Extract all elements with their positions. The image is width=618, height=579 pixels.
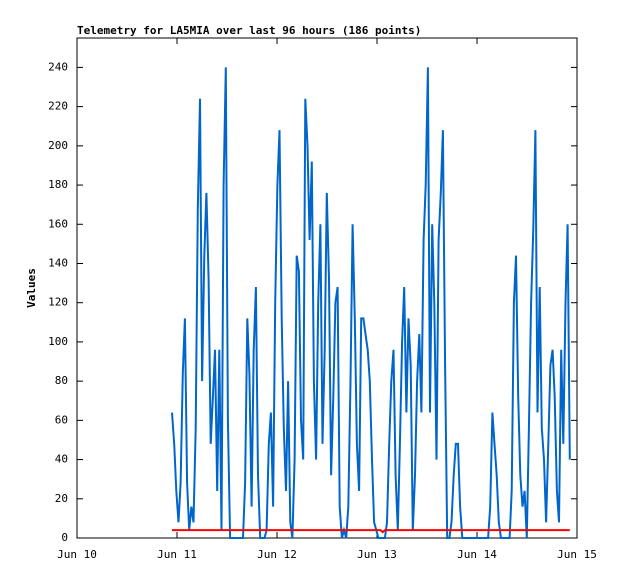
x-tick-label: Jun 10 — [57, 548, 97, 561]
x-tick-label: Jun 14 — [457, 548, 497, 561]
y-tick-label: 80 — [55, 374, 68, 387]
y-tick-label: 60 — [55, 413, 68, 426]
y-tick-label: 20 — [55, 492, 68, 505]
chart-title: Telemetry for LA5MIA over last 96 hours … — [77, 24, 421, 37]
y-tick-label: 240 — [48, 60, 68, 73]
y-tick-label: 180 — [48, 178, 68, 191]
y-tick-label: 100 — [48, 335, 68, 348]
x-tick-label: Jun 13 — [357, 548, 397, 561]
y-tick-label: 160 — [48, 217, 68, 230]
plot-frame — [76, 37, 578, 539]
data-line — [171, 67, 571, 539]
y-tick-label: 40 — [55, 453, 68, 466]
y-tick-label: 120 — [48, 296, 68, 309]
y-tick-label: 200 — [48, 139, 68, 152]
x-tick-label: Jun 11 — [157, 548, 197, 561]
x-tick-label: Jun 12 — [257, 548, 297, 561]
y-axis-label: Values — [25, 268, 38, 308]
y-tick-label: 220 — [48, 100, 68, 113]
data-line — [172, 529, 570, 534]
y-tick-label: 0 — [61, 531, 68, 544]
y-tick-label: 140 — [48, 256, 68, 269]
x-tick-label: Jun 15 — [557, 548, 597, 561]
